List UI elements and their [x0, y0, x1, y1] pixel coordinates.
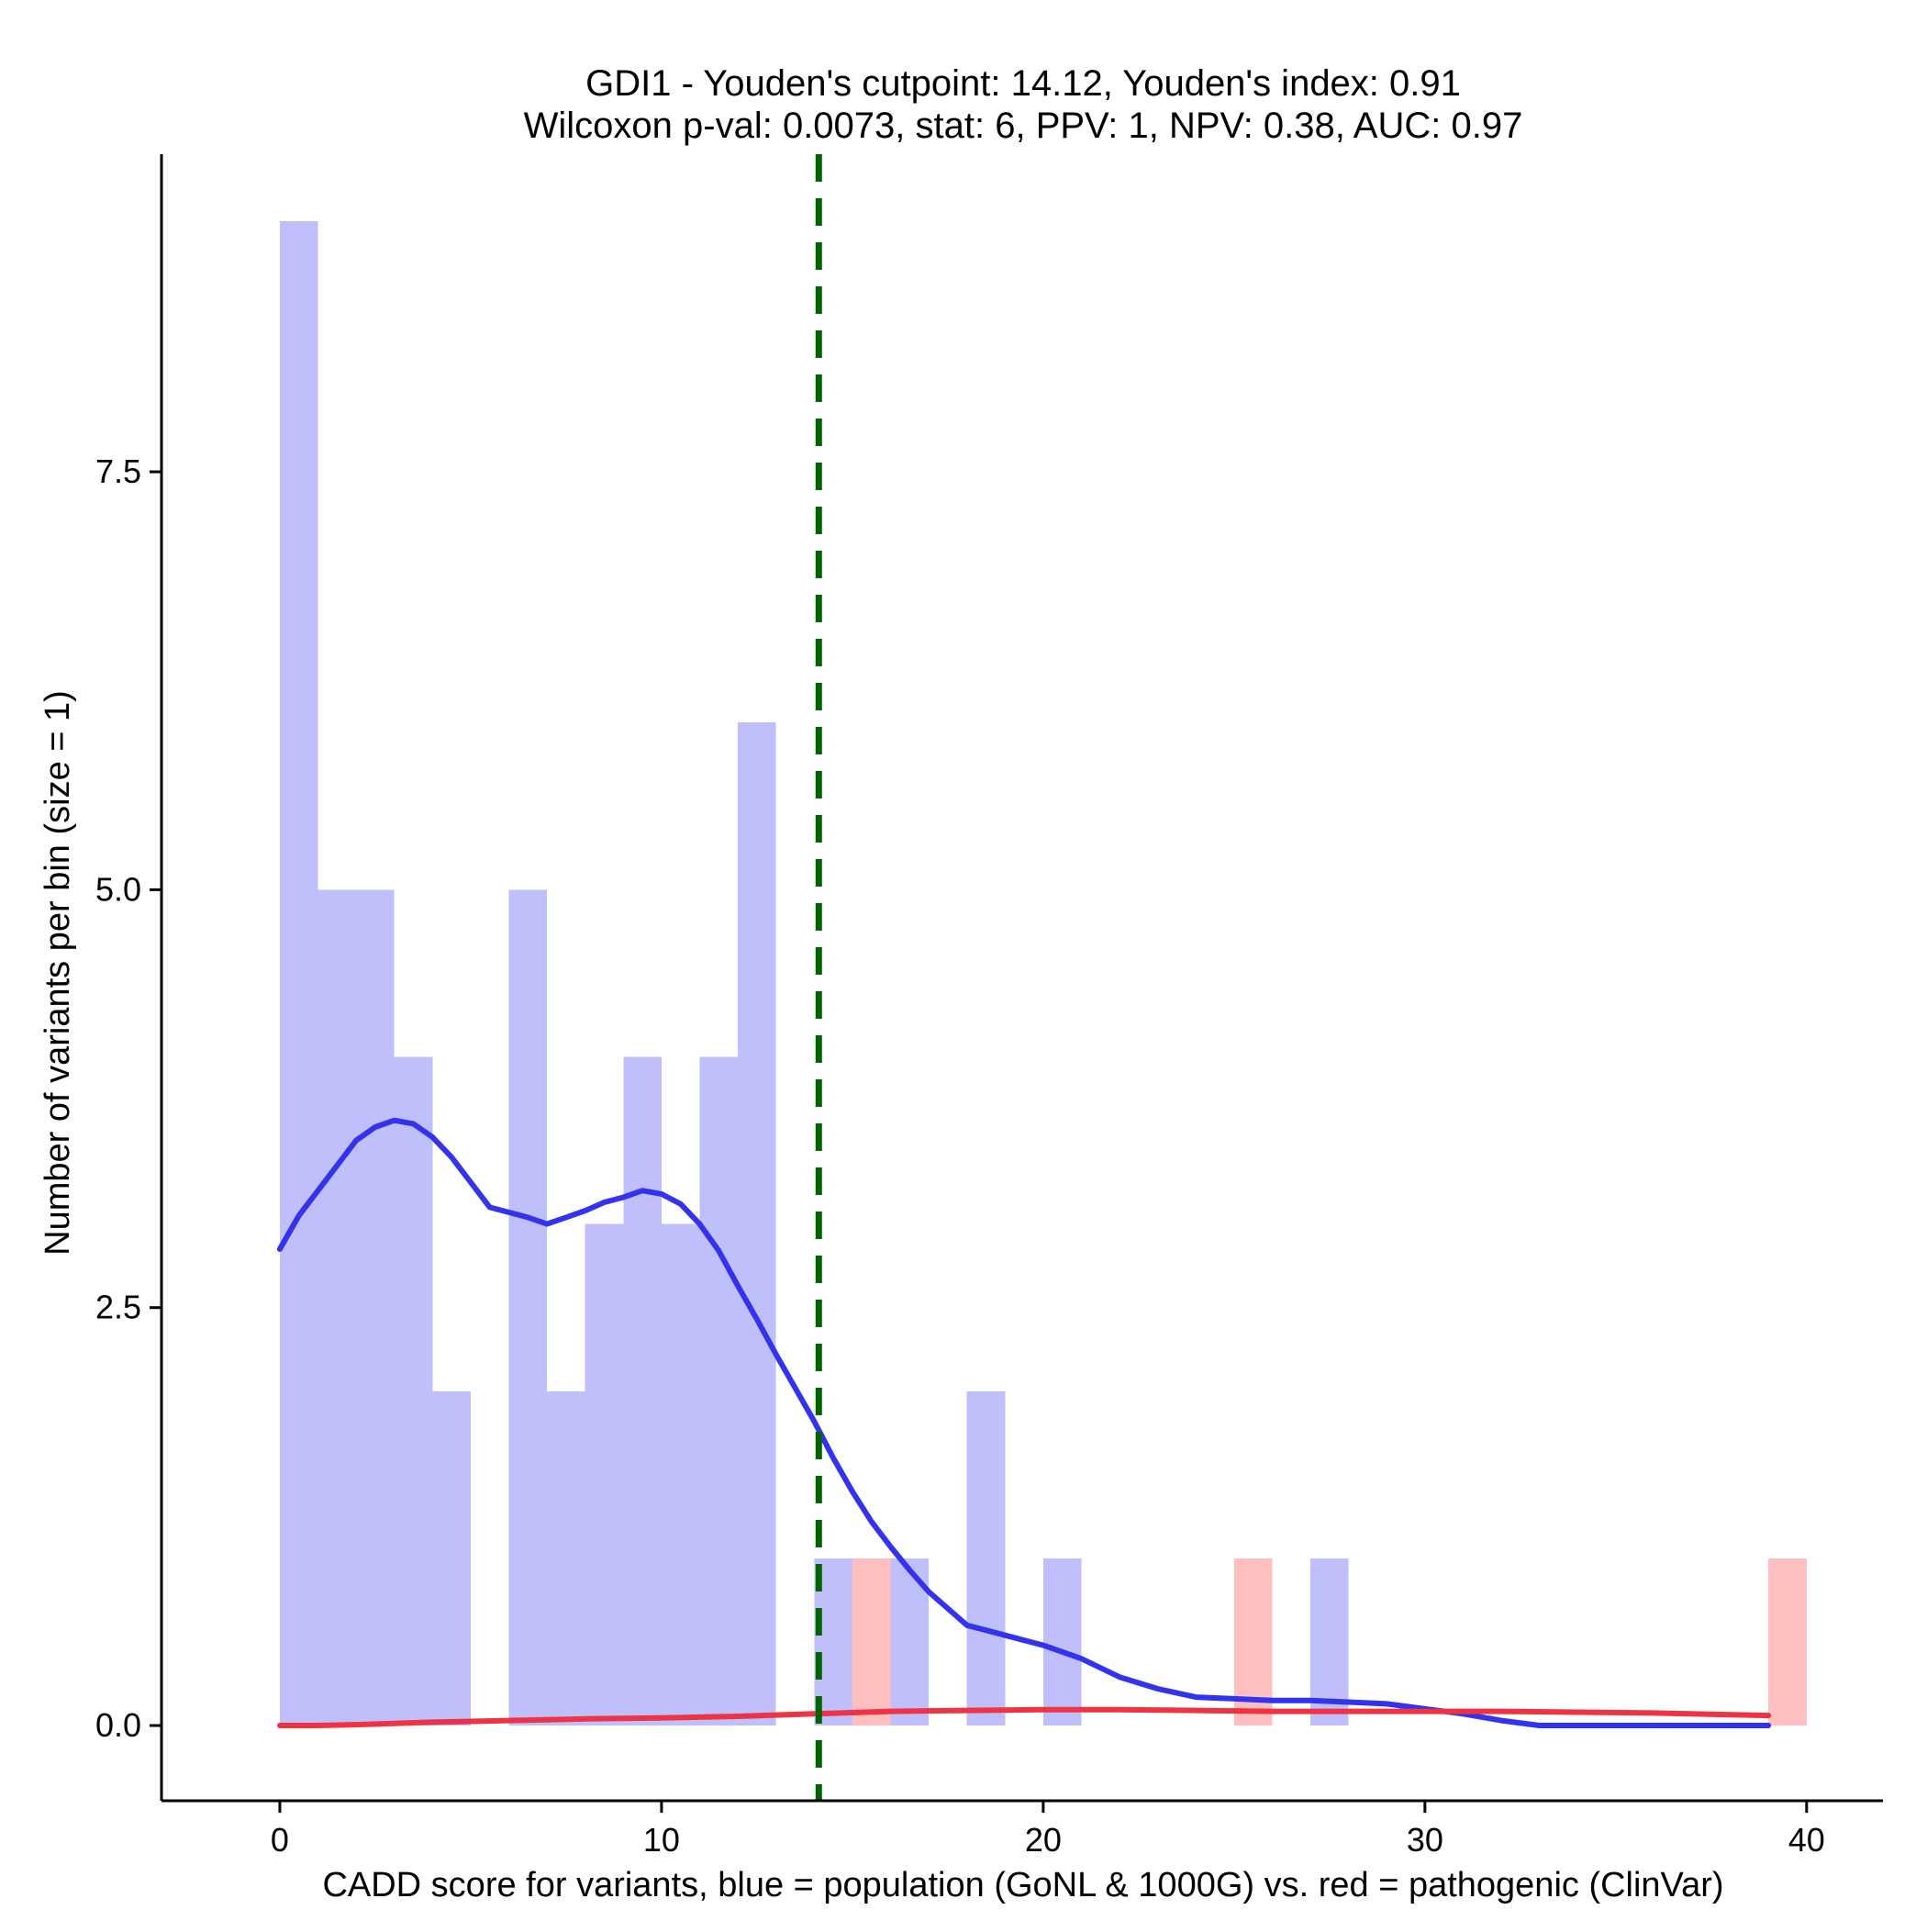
population-bar: [432, 1390, 471, 1726]
x-tick-label: 20: [1025, 1821, 1062, 1859]
population-bar: [738, 722, 776, 1726]
population-density-line: [276, 1117, 1772, 1728]
population-bar: [623, 1056, 662, 1726]
y-tick-label: 5.0: [95, 870, 141, 908]
histogram-bars: [279, 220, 1807, 1726]
y-tick-label: 2.5: [95, 1289, 141, 1326]
population-bar: [966, 1390, 1006, 1726]
chart-title-line-2: Wilcoxon p-val: 0.0073, stat: 6, PPV: 1,…: [524, 106, 1523, 146]
x-tick-label: 0: [271, 1821, 289, 1859]
population-bar: [699, 1056, 739, 1726]
x-tick-label: 30: [1407, 1821, 1443, 1859]
y-tick-label: 0.0: [95, 1706, 141, 1744]
population-bar: [547, 1390, 585, 1726]
population-bar: [356, 889, 395, 1726]
pathogenic-bar: [1768, 1558, 1807, 1726]
population-bar: [661, 1223, 700, 1726]
chart-title: GDI1 - Youden's cutpoint: 14.12, Youden'…: [524, 63, 1523, 146]
population-bar: [1042, 1558, 1082, 1726]
population-bar: [394, 1056, 433, 1726]
pathogenic-density-line: [276, 1706, 1772, 1728]
x-axis-title: CADD score for variants, blue = populati…: [322, 1866, 1723, 1904]
chart-title-line-1: GDI1 - Youden's cutpoint: 14.12, Youden'…: [585, 63, 1461, 104]
population-bar: [1310, 1558, 1349, 1726]
x-tick-label: 40: [1788, 1821, 1825, 1859]
x-tick-label: 10: [643, 1821, 680, 1859]
y-tick-label: 7.5: [95, 452, 141, 490]
population-bar: [585, 1223, 624, 1726]
y-axis-title: Number of variants per bin (size = 1): [39, 690, 77, 1256]
population-bar: [279, 220, 318, 1726]
axes: 0 10 20 30 40 0.0 2.5 5.0 7.5: [95, 154, 1883, 1859]
pathogenic-bar: [852, 1558, 891, 1726]
population-bar: [317, 889, 357, 1726]
population-bar: [508, 889, 548, 1726]
density-curves: [276, 1117, 1772, 1728]
